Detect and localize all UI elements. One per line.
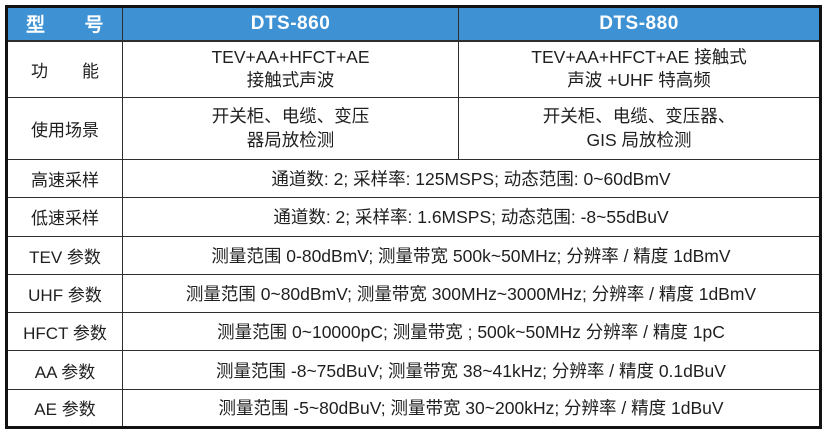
spec-row-low-speed-sampling: 低速采样 通道数: 2; 采样率: 1.6MSPS; 动态范围: -8~55dB… bbox=[6, 197, 821, 237]
function-dts880-line2: 声波 +UHF 特高频 bbox=[567, 70, 711, 91]
row-label: 高速采样 bbox=[6, 158, 123, 199]
row-label: TEV 参数 bbox=[6, 235, 123, 275]
scenario-dts860-line1: 开关柜、电缆、变压 bbox=[211, 106, 370, 127]
spec-row-hfct-params: HFCT 参数 测量范围 0~10000pC; 测量带宽 ; 500k~50MH… bbox=[6, 312, 821, 352]
dts-860-header-cell: DTS-860 bbox=[122, 6, 459, 42]
spec-value: 测量范围 0~80dBmV; 测量带宽 300MHz~3000MHz; 分辨率 … bbox=[122, 273, 821, 314]
row-label-scenario: 使用场景 bbox=[6, 97, 123, 160]
header-row: 型 号 DTS-860 DTS-880 bbox=[6, 6, 821, 42]
product-spec-table: 型 号 DTS-860 DTS-880 功 能 TEV+AA+HFCT+AE 接… bbox=[5, 5, 822, 429]
spec-value: 测量范围 0~10000pC; 测量带宽 ; 500k~50MHz 分辨率 / … bbox=[122, 312, 821, 352]
spec-row-aa-params: AA 参数 测量范围 -8~75dBuV; 测量带宽 38~41kHz; 分辨率… bbox=[6, 350, 821, 390]
spec-row-high-speed-sampling: 高速采样 通道数: 2; 采样率: 125MSPS; 动态范围: 0~60dBm… bbox=[6, 158, 821, 199]
scenario-dts880-line2: GIS 局放检测 bbox=[586, 129, 692, 150]
row-label: AA 参数 bbox=[6, 350, 123, 390]
model-header-cell: 型 号 bbox=[6, 6, 123, 42]
row-label: AE 参数 bbox=[6, 388, 123, 429]
scenario-dts880-cell: 开关柜、电缆、变压器、 GIS 局放检测 bbox=[458, 97, 821, 160]
row-label: HFCT 参数 bbox=[6, 312, 123, 352]
function-dts860-cell: TEV+AA+HFCT+AE 接触式声波 bbox=[122, 39, 459, 99]
scenario-dts860-cell: 开关柜、电缆、变压 器局放检测 bbox=[122, 97, 459, 160]
spec-value: 通道数: 2; 采样率: 1.6MSPS; 动态范围: -8~55dBuV bbox=[122, 197, 821, 237]
scenario-dts880-line1: 开关柜、电缆、变压器、 bbox=[542, 106, 736, 127]
scenario-row: 使用场景 开关柜、电缆、变压 器局放检测 开关柜、电缆、变压器、 GIS 局放检… bbox=[6, 97, 821, 160]
row-label: UHF 参数 bbox=[6, 273, 123, 314]
function-row: 功 能 TEV+AA+HFCT+AE 接触式声波 TEV+AA+HFCT+AE … bbox=[6, 39, 821, 99]
spec-value: 通道数: 2; 采样率: 125MSPS; 动态范围: 0~60dBmV bbox=[122, 158, 821, 199]
spec-value: 测量范围 -8~75dBuV; 测量带宽 38~41kHz; 分辨率 / 精度 … bbox=[122, 350, 821, 390]
scenario-dts860-line2: 器局放检测 bbox=[246, 129, 335, 150]
function-dts880-cell: TEV+AA+HFCT+AE 接触式 声波 +UHF 特高频 bbox=[458, 39, 821, 99]
spec-row-tev-params: TEV 参数 测量范围 0-80dBmV; 测量带宽 500k~50MHz; 分… bbox=[6, 235, 821, 275]
row-label-function: 功 能 bbox=[6, 39, 123, 99]
spec-value: 测量范围 -5~80dBuV; 测量带宽 30~200kHz; 分辨率 / 精度… bbox=[122, 388, 821, 429]
spec-row-ae-params: AE 参数 测量范围 -5~80dBuV; 测量带宽 30~200kHz; 分辨… bbox=[6, 388, 821, 429]
spec-row-uhf-params: UHF 参数 测量范围 0~80dBmV; 测量带宽 300MHz~3000MH… bbox=[6, 273, 821, 314]
dts-880-header-cell: DTS-880 bbox=[458, 6, 821, 42]
function-dts860-line1: TEV+AA+HFCT+AE bbox=[211, 46, 370, 67]
row-label: 低速采样 bbox=[6, 197, 123, 237]
spec-value: 测量范围 0-80dBmV; 测量带宽 500k~50MHz; 分辨率 / 精度… bbox=[122, 235, 821, 275]
function-dts880-line1: TEV+AA+HFCT+AE 接触式 bbox=[531, 46, 747, 67]
function-dts860-line2: 接触式声波 bbox=[246, 70, 335, 91]
